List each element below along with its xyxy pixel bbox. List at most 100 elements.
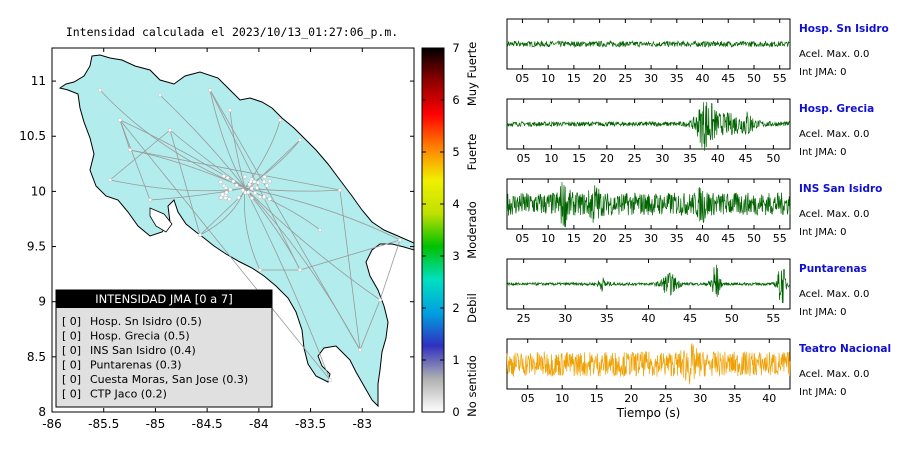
map-geography	[58, 54, 414, 408]
colorbar-ticks: 0 1 2 3 4 5 6 7	[422, 41, 460, 419]
town-marker	[220, 192, 225, 197]
road	[244, 187, 401, 241]
map-x-tick-label: -83.5	[295, 417, 326, 431]
waveform-x-tick-label: 35	[670, 232, 684, 245]
waveform-trace	[506, 343, 791, 385]
town-marker	[224, 190, 229, 195]
waveform-panel: 05 10 15 20 25 30 35 40 45 50 Hosp. Grecia Acel. Ma…	[506, 98, 874, 165]
road	[169, 129, 246, 189]
map-y-axis: 11 10.5 10 9.5 9 8.5 8	[19, 74, 414, 419]
town-marker	[258, 268, 263, 273]
map-y-tick-label: 11	[31, 74, 46, 88]
waveform-panel: 05 10 15 20 25 30 35 40 45 50 55 INS San Isidro Acel…	[506, 178, 882, 245]
waveform-x-tick-label: 40	[696, 232, 710, 245]
road	[199, 187, 246, 236]
waveform-x-tick-label: 45	[739, 152, 753, 165]
map-y-tick-label: 10.5	[19, 129, 46, 143]
nicoya-gulf	[149, 207, 173, 233]
road	[339, 189, 361, 351]
town-marker	[253, 191, 258, 196]
waveform-x-tick-label: 10	[541, 232, 555, 245]
station-info: Int JMA: 0	[799, 147, 847, 158]
legend-entry-label: Cuesta Moras, San Jose (0.3)	[90, 373, 248, 386]
road	[299, 239, 401, 271]
town-marker	[398, 237, 403, 242]
town-marker	[97, 87, 102, 92]
town-marker	[127, 147, 132, 152]
waveform-x-tick-label: 25	[618, 232, 632, 245]
town-marker	[252, 179, 257, 184]
town-marker	[207, 87, 212, 92]
waveform-x-axis-label: Tiempo (s)	[616, 406, 681, 420]
colorbar-tick-label: 3	[452, 249, 459, 263]
road	[149, 187, 246, 201]
waveform-x-tick-label: 10	[541, 72, 555, 85]
station-name: INS San Isidro	[799, 183, 882, 195]
town-marker	[218, 179, 223, 184]
waveform-x-tick-label: 55	[773, 232, 787, 245]
waveform-trace	[506, 182, 791, 228]
legend-entry-label: INS San Isidro (0.4)	[90, 344, 196, 357]
town-marker	[223, 196, 228, 201]
station-info: Acel. Max. 0.0	[799, 129, 869, 140]
waveform-panel: 05 10 15 20 25 30 35 40 45 50 55 Hosp. Sn Isidro Ace…	[506, 18, 889, 85]
town-marker	[236, 195, 241, 200]
station-info: Int JMA: 0	[799, 227, 847, 238]
road	[169, 129, 201, 236]
map-x-tick-label: -84	[249, 417, 269, 431]
legend-box	[55, 289, 273, 408]
town-marker	[246, 190, 251, 195]
colorbar-tick-label: 4	[452, 197, 459, 211]
town-marker	[240, 188, 245, 193]
costa-rica-landmass	[58, 54, 414, 408]
waveform-panel: 05 10 15 20 25 30 35 40 Teatro Nacional Acel. Max…	[506, 338, 891, 420]
town-marker	[227, 197, 232, 202]
town-marker	[228, 187, 233, 192]
map-x-tick-label: -83	[352, 417, 372, 431]
town-marker	[262, 179, 267, 184]
waveform-x-tick-label: 05	[515, 72, 529, 85]
town-marker	[262, 194, 267, 199]
waveform-x-tick-label: 05	[517, 152, 531, 165]
waveform-x-tick-label: 40	[642, 312, 656, 325]
road	[244, 187, 381, 301]
station-info: Int JMA: 0	[799, 67, 847, 78]
town-marker	[338, 187, 343, 192]
legend-entry-label: Hosp. Grecia (0.5)	[90, 330, 190, 343]
town-marker	[328, 378, 333, 383]
road	[119, 119, 331, 381]
town-marker	[318, 227, 323, 232]
waveform-x-tick-label: 40	[696, 72, 710, 85]
waveform-x-tick-label: 50	[725, 312, 739, 325]
waveform-x-tick-label: 15	[572, 152, 586, 165]
colorbar-tick-label: 0	[452, 405, 459, 419]
road	[129, 149, 341, 191]
town-marker	[298, 137, 303, 142]
road	[359, 299, 381, 351]
town-marker	[231, 179, 236, 184]
colorbar-tick-label: 6	[452, 93, 459, 107]
road	[209, 89, 246, 189]
waveform-x-tick-label: 30	[644, 72, 658, 85]
town-marker	[234, 183, 239, 188]
town-marker	[378, 298, 383, 303]
road	[119, 119, 246, 189]
road	[119, 119, 151, 201]
waveform-x-tick-label: 20	[624, 392, 638, 405]
map-x-tick-label: -85.5	[88, 417, 119, 431]
waveform-panel: 25 30 35 40 45 50 55 Puntarenas Acel. Max. 0.0 In…	[506, 258, 869, 325]
map-y-tick-label: 9	[38, 295, 46, 309]
map-y-tick-label: 8.5	[27, 350, 46, 364]
town-marker	[255, 185, 260, 190]
colorbar-category-label: Debil	[465, 293, 479, 323]
road	[243, 187, 261, 271]
map-y-tick-label: 9.5	[27, 240, 46, 254]
waveform-x-tick-label: 20	[600, 152, 614, 165]
colorbar-category-label: No sentido	[465, 355, 479, 417]
town-marker	[117, 117, 122, 122]
town-marker	[267, 196, 272, 201]
station-info: Acel. Max. 0.0	[799, 369, 869, 380]
colorbar-tick-label: 5	[452, 145, 459, 159]
waveform-x-tick-label: 15	[567, 232, 581, 245]
